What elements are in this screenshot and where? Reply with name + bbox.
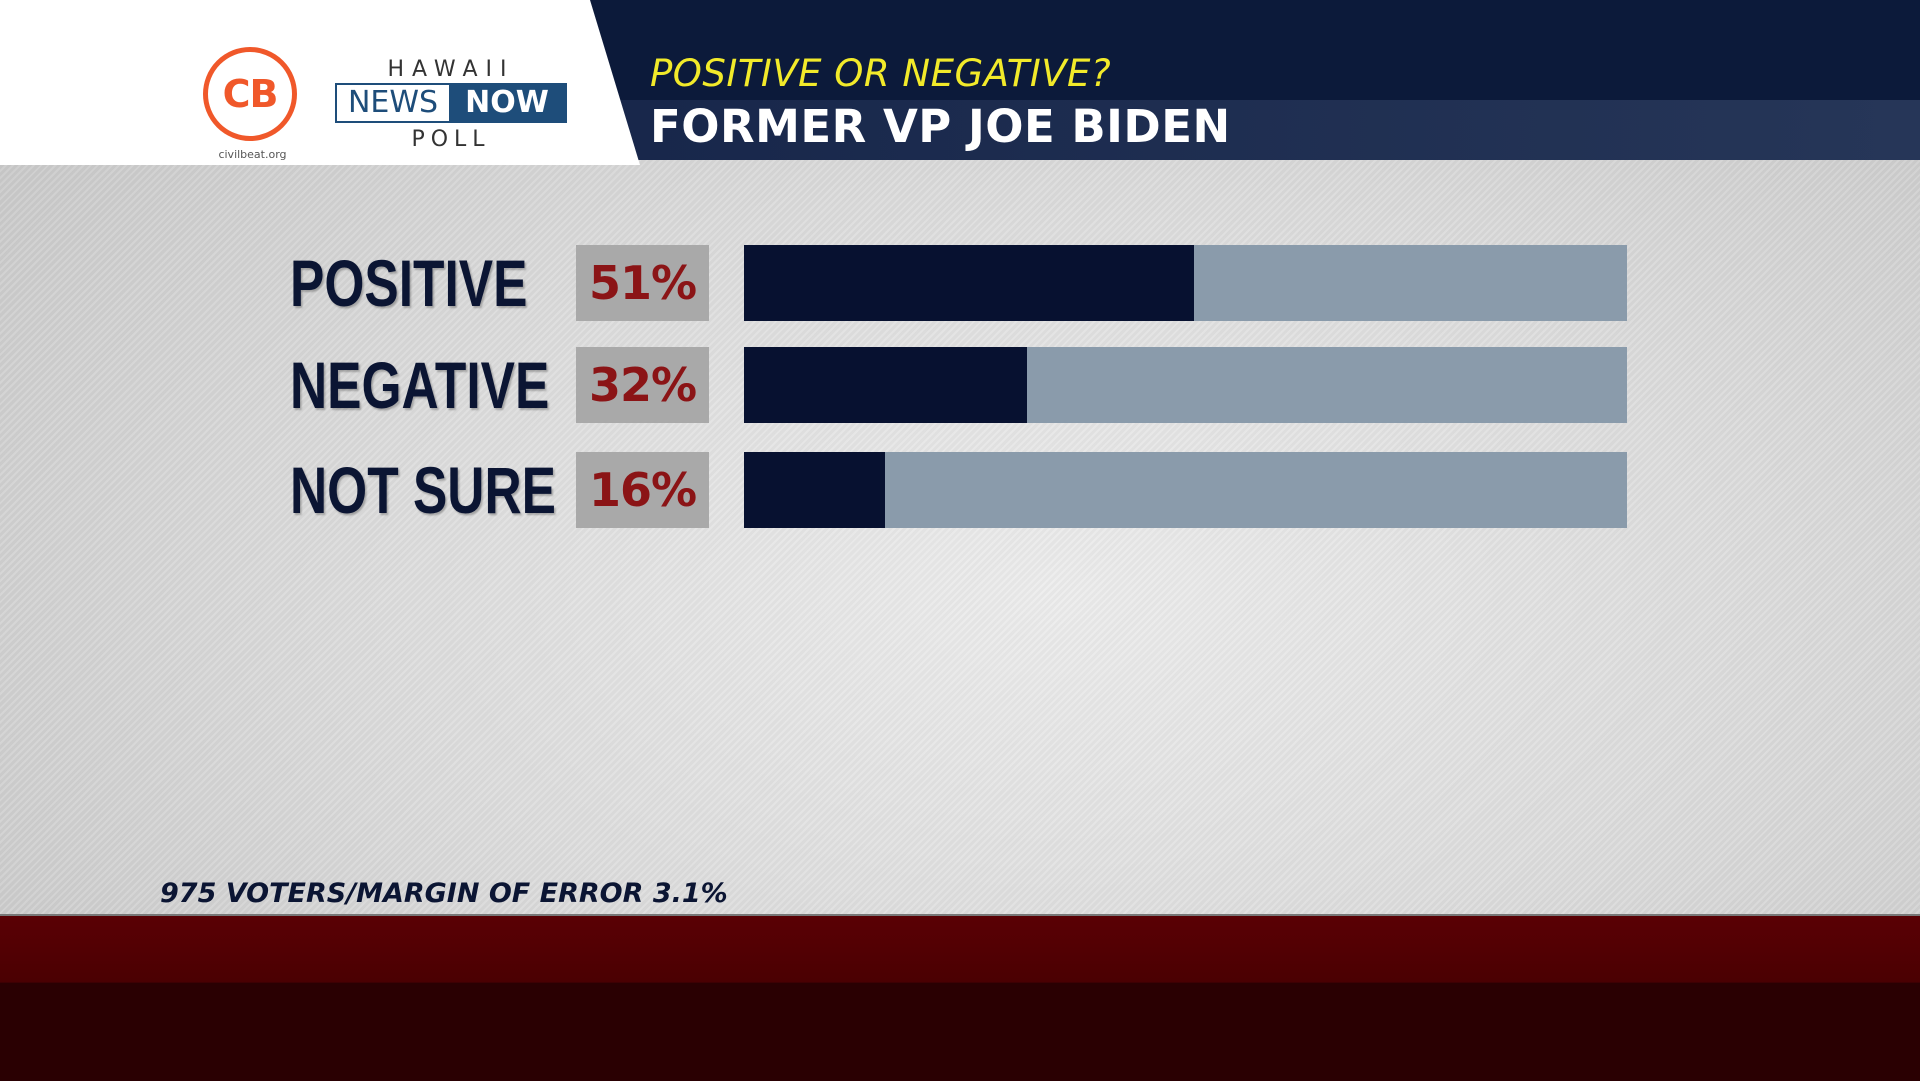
civil-beat-logo: CB bbox=[203, 47, 297, 141]
data-label-negative: 32% bbox=[576, 347, 709, 423]
hnn-logo-poll: POLL bbox=[411, 127, 491, 152]
bar-negative bbox=[744, 347, 1027, 423]
civil-beat-logo-text: CB bbox=[222, 72, 279, 116]
bar-track-not-sure bbox=[744, 452, 1627, 528]
bottom-band-bottom bbox=[0, 982, 1920, 1081]
category-label-positive: POSITIVE bbox=[290, 246, 528, 320]
hnn-logo-now: NOW bbox=[449, 85, 565, 121]
bottom-band-top bbox=[0, 914, 1920, 984]
hnn-logo-news: NEWS bbox=[337, 85, 449, 121]
bar-positive bbox=[744, 245, 1194, 321]
footnote: 975 VOTERS/MARGIN OF ERROR 3.1% bbox=[160, 878, 728, 909]
logo-area bbox=[0, 0, 640, 165]
data-label-positive: 51% bbox=[576, 245, 709, 321]
header-bar-lower bbox=[560, 100, 1920, 160]
hawaii-news-now-logo: NEWS NOW bbox=[335, 83, 567, 123]
bar-track-positive bbox=[744, 245, 1627, 321]
hnn-logo-top: HAWAII bbox=[387, 57, 515, 82]
civil-beat-url: civilbeat.org bbox=[218, 148, 287, 161]
category-label-not-sure: NOT SURE bbox=[290, 453, 557, 527]
chart-subtitle: POSITIVE OR NEGATIVE? bbox=[650, 52, 1112, 95]
chart-title: FORMER VP JOE BIDEN bbox=[650, 100, 1231, 153]
data-label-not-sure: 16% bbox=[576, 452, 709, 528]
bar-track-negative bbox=[744, 347, 1627, 423]
category-label-negative: NEGATIVE bbox=[290, 348, 550, 422]
bar-not-sure bbox=[744, 452, 885, 528]
